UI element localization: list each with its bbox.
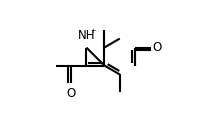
Text: O: O	[152, 41, 162, 54]
Text: O: O	[66, 87, 76, 100]
Text: $^+$: $^+$	[89, 29, 98, 39]
Text: NH: NH	[78, 29, 95, 42]
